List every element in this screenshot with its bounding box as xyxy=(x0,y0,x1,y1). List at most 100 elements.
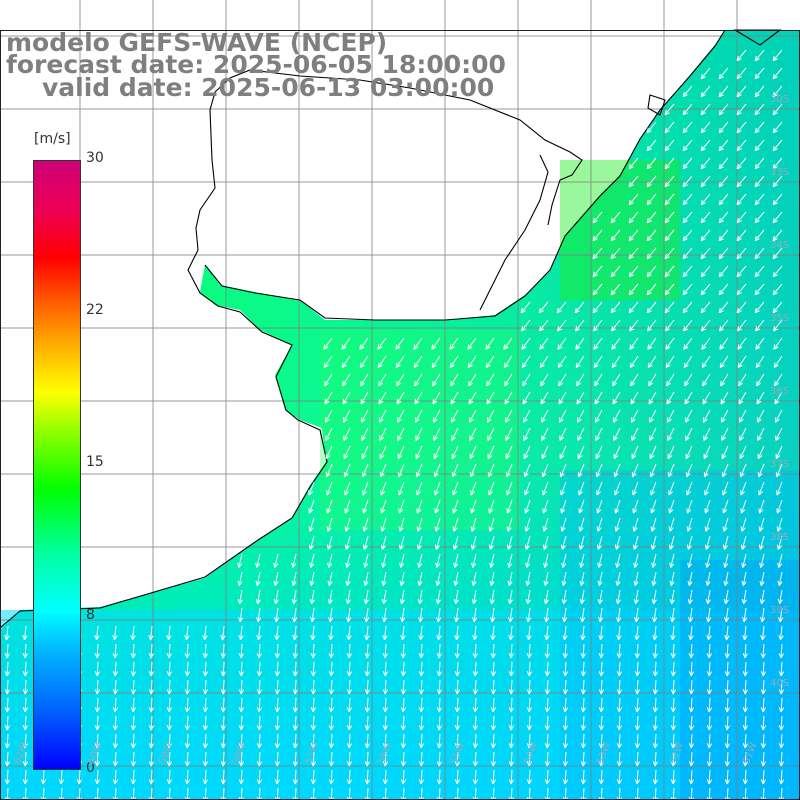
wind-arrow xyxy=(454,643,460,659)
wind-arrow xyxy=(22,679,29,695)
wind-arrow xyxy=(490,625,496,641)
wind-arrow xyxy=(704,481,711,496)
wind-arrow xyxy=(724,625,730,641)
wind-arrow xyxy=(649,427,657,441)
wind-arrow xyxy=(94,751,101,767)
wind-arrow xyxy=(310,643,316,659)
wind-arrow xyxy=(559,463,567,478)
wind-arrow xyxy=(559,445,567,460)
wind-arrow xyxy=(22,661,29,677)
wind-arrow xyxy=(652,769,659,785)
wind-arrow xyxy=(633,571,639,586)
wind-arrow xyxy=(508,625,514,641)
wind-arrow xyxy=(777,553,783,568)
wind-arrow xyxy=(580,769,587,785)
wind-arrow xyxy=(490,733,497,749)
wind-arrow xyxy=(651,553,657,568)
wind-arrow xyxy=(776,535,783,550)
wind-arrow xyxy=(700,85,711,98)
wind-arrow xyxy=(664,301,675,314)
wind-arrow xyxy=(593,319,603,332)
wind-arrow xyxy=(754,193,765,206)
wind-arrow xyxy=(598,661,605,677)
wind-arrow xyxy=(576,373,585,387)
wind-arrow xyxy=(702,391,711,405)
wind-arrow xyxy=(343,445,351,460)
wind-arrow xyxy=(472,661,479,677)
wind-arrow xyxy=(706,769,713,785)
wind-arrow xyxy=(688,625,694,641)
wind-arrow xyxy=(490,697,497,713)
wind-arrow xyxy=(130,679,137,695)
wind-arrow xyxy=(361,463,369,478)
wind-arrow xyxy=(4,643,10,659)
wind-arrow xyxy=(346,697,353,713)
wind-arrow xyxy=(668,481,675,496)
wind-arrow xyxy=(756,373,765,387)
wind-arrow xyxy=(724,733,731,749)
wind-arrow xyxy=(628,211,639,224)
wind-arrow xyxy=(718,193,729,206)
wind-arrow xyxy=(506,481,513,496)
wind-arrow xyxy=(130,751,137,767)
wind-arrow xyxy=(652,643,658,659)
wind-arrow xyxy=(740,535,747,550)
wind-arrow xyxy=(700,121,711,134)
wind-arrow xyxy=(416,517,423,532)
wind-arrow xyxy=(130,769,137,785)
wind-arrow xyxy=(650,499,657,514)
wind-arrow xyxy=(652,751,659,767)
wind-arrow xyxy=(418,715,425,731)
wind-arrow xyxy=(592,265,603,278)
wind-arrow xyxy=(417,553,423,568)
wind-arrow xyxy=(544,769,551,785)
wind-arrow xyxy=(706,643,712,659)
wind-arrow xyxy=(718,283,729,296)
wind-arrow xyxy=(381,589,387,605)
wind-arrow xyxy=(166,733,173,749)
wind-arrow xyxy=(486,373,495,387)
wind-arrow xyxy=(346,679,353,695)
wind-arrow xyxy=(4,751,11,767)
wind-arrow xyxy=(432,391,441,405)
wind-arrow xyxy=(328,607,334,623)
wind-arrow xyxy=(363,589,369,605)
wind-arrow xyxy=(682,247,693,260)
wind-arrow xyxy=(577,427,585,441)
wind-arrow xyxy=(754,229,765,242)
wind-arrow xyxy=(616,715,623,731)
wind-arrow xyxy=(665,319,675,332)
wind-arrow xyxy=(703,463,711,478)
wind-arrow xyxy=(94,679,101,695)
wind-arrow xyxy=(130,697,137,713)
wind-arrow xyxy=(486,409,495,423)
wind-arrow xyxy=(701,337,711,350)
wind-arrow xyxy=(724,643,730,659)
wind-arrow xyxy=(682,157,693,170)
wind-arrow xyxy=(380,535,387,550)
wind-arrow xyxy=(778,733,785,749)
wind-arrow xyxy=(754,247,765,260)
wind-arrow xyxy=(490,661,497,677)
wind-arrow xyxy=(344,535,351,550)
wind-arrow xyxy=(760,643,766,659)
wind-arrow xyxy=(256,643,262,659)
wind-arrow xyxy=(112,643,118,659)
lat-label: 38S xyxy=(770,532,790,543)
wind-arrow xyxy=(580,607,586,623)
wind-arrow xyxy=(291,571,297,586)
wind-arrow xyxy=(543,589,549,605)
wind-arrow xyxy=(594,391,603,405)
wind-arrow xyxy=(416,499,423,514)
wind-arrow xyxy=(670,715,677,731)
wind-arrow xyxy=(652,715,659,731)
wind-arrow xyxy=(361,445,369,460)
wind-arrow xyxy=(398,517,405,532)
wind-arrow xyxy=(202,661,209,677)
wind-arrow xyxy=(469,445,477,460)
wind-arrow xyxy=(414,373,423,387)
wind-arrow xyxy=(166,679,173,695)
wind-arrow xyxy=(309,571,315,586)
wind-arrow xyxy=(544,607,550,623)
wind-arrow xyxy=(40,769,47,785)
